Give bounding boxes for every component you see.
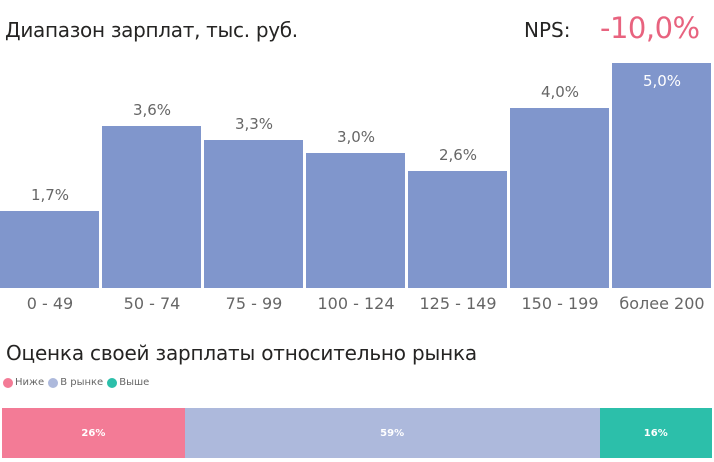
bar[interactable]	[612, 63, 711, 288]
stacked-segment[interactable]: 26%	[2, 408, 185, 458]
segment-value-label: 59%	[380, 427, 405, 439]
nps-value: -10,0%	[600, 11, 700, 45]
bar-value-label: 4,0%	[540, 83, 580, 101]
stacked-segment[interactable]: 16%	[599, 408, 712, 458]
bar-value-label: 2,6%	[438, 146, 478, 164]
bar-value-label: 3,3%	[234, 115, 274, 133]
legend-label: В рынке	[60, 377, 104, 388]
bar-value-label: 1,7%	[30, 186, 70, 204]
stacked-segment[interactable]: 59%	[184, 408, 600, 458]
legend-item-below[interactable]: Ниже	[3, 377, 44, 388]
x-axis-tick-label: 125 - 149	[419, 294, 497, 313]
x-axis-tick-label: 100 - 124	[317, 294, 395, 313]
bar[interactable]	[306, 153, 405, 288]
x-axis-tick-label: 50 - 74	[123, 294, 181, 313]
segment-value-label: 26%	[81, 427, 106, 439]
legend-dot-icon	[3, 377, 13, 388]
legend-dot-icon	[107, 377, 118, 388]
x-axis-tick-label: 150 - 199	[521, 294, 599, 313]
salary-range-bar-chart: 1,7% 0 - 49 3,6% 50 - 74 3,3% 75 - 99 3,0% 100 …	[0, 63, 711, 313]
bar-value-label: 5,0%	[642, 72, 682, 90]
legend-label: Ниже	[15, 377, 45, 388]
x-axis-tick-label: более 200	[619, 294, 705, 313]
bar[interactable]	[102, 126, 201, 288]
bar[interactable]	[510, 108, 609, 288]
legend: Ниже В рынке Выше	[3, 377, 153, 388]
bar-value-label: 3,0%	[336, 128, 376, 146]
market-assessment-stacked-bar: 26% 59% 16%	[2, 408, 712, 458]
bar-value-label: 3,6%	[132, 101, 172, 119]
x-axis-tick-label: 0 - 49	[26, 294, 74, 313]
x-axis-tick-label: 75 - 99	[225, 294, 283, 313]
chart-title-salary-range: Диапазон зарплат, тыс. руб.	[5, 18, 298, 42]
bar[interactable]	[0, 211, 99, 288]
bar[interactable]	[204, 140, 303, 288]
legend-dot-icon	[48, 377, 59, 388]
nps-label: NPS:	[524, 18, 571, 42]
chart-title-market-assessment: Оценка своей зарплаты относительно рынка	[6, 341, 477, 365]
legend-item-above[interactable]: Выше	[107, 377, 149, 388]
segment-value-label: 16%	[643, 427, 668, 439]
legend-label: Выше	[119, 377, 150, 388]
legend-item-market[interactable]: В рынке	[48, 377, 103, 388]
bar[interactable]	[408, 171, 507, 288]
